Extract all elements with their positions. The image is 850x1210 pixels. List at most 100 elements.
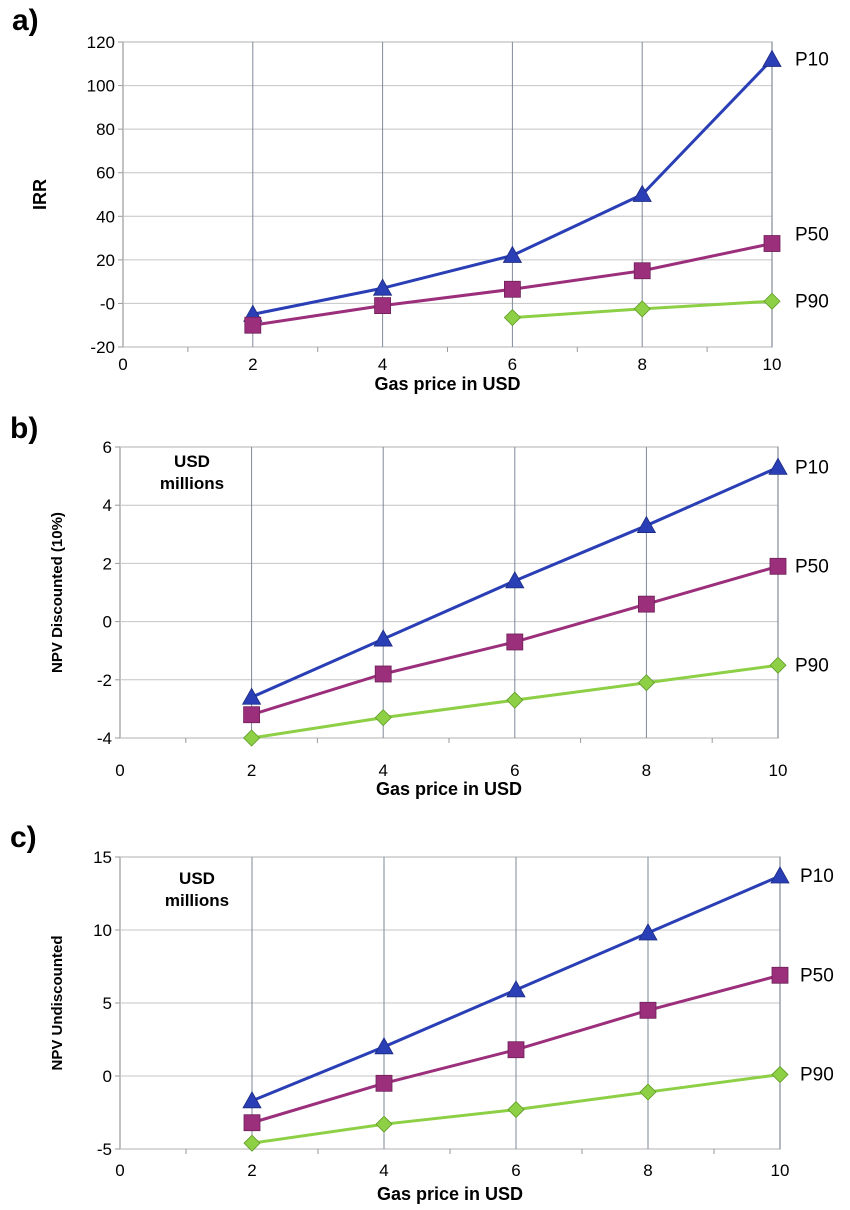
x-tick-label: 10 (771, 1161, 790, 1180)
data-point-p10 (241, 687, 262, 705)
chart-panel-1: a) -20 -0 20 40 60 80 100 120 0 2 4 6 8 10 Gas price in… (12, 4, 829, 394)
data-point-p10 (502, 245, 523, 263)
x-tick-label: 0 (118, 355, 127, 374)
data-point-p10 (505, 571, 525, 589)
panel-label: a) (12, 4, 39, 37)
series-label-p90: P90 (795, 291, 829, 312)
data-point-p10 (372, 278, 393, 296)
y-tick-label: 4 (103, 496, 112, 515)
data-point-p50 (503, 280, 521, 298)
y-tick-label: 40 (96, 207, 115, 226)
series-label-p90: P90 (795, 655, 829, 676)
x-axis-title: Gas price in USD (376, 779, 522, 799)
x-tick-label: 0 (115, 761, 124, 780)
data-point-p90 (507, 1101, 525, 1119)
data-point-p50 (244, 316, 262, 334)
x-tick-label: 10 (763, 355, 782, 374)
series-label-p50: P50 (795, 225, 829, 246)
x-tick-label: 2 (247, 1161, 256, 1180)
x-tick-label: 8 (643, 1161, 652, 1180)
data-point-p10 (373, 629, 393, 647)
data-point-p50 (763, 235, 781, 252)
x-tick-label: 6 (511, 1161, 520, 1180)
y-tick-label: 15 (93, 848, 112, 867)
data-point-p50 (243, 1114, 261, 1132)
data-point-p90 (769, 656, 787, 674)
x-tick-label: 4 (379, 1161, 388, 1180)
y-tick-label: 0 (103, 1067, 112, 1086)
y-tick-label: 10 (93, 921, 112, 940)
plot-frame (122, 41, 773, 348)
data-point-p50 (506, 633, 524, 651)
y-tick-label: -0 (100, 294, 115, 313)
x-tick-label: 0 (115, 1161, 124, 1180)
series-label-p10: P10 (795, 49, 829, 70)
series-label-p50: P50 (795, 556, 829, 577)
y-tick-label: 0 (103, 613, 112, 632)
x-tick-label: 8 (637, 355, 646, 374)
y-tick-label: -4 (97, 729, 112, 748)
x-tick-label: 8 (642, 761, 651, 780)
y-tick-label: 2 (103, 554, 112, 573)
panel-label: c) (10, 821, 37, 854)
x-tick-label: 2 (247, 761, 256, 780)
data-point-p90 (639, 1083, 657, 1101)
data-point-p50 (375, 1074, 393, 1092)
data-point-p50 (507, 1041, 525, 1059)
series-label-p10: P10 (795, 457, 829, 478)
y-tick-label: 100 (87, 77, 115, 96)
x-axis-title: Gas price in USD (374, 374, 520, 394)
data-point-p90 (243, 729, 261, 747)
series-label-p50: P50 (800, 965, 834, 986)
data-point-p50 (243, 706, 261, 724)
data-point-p90 (375, 1115, 393, 1133)
data-point-p90 (633, 300, 651, 318)
x-tick-label: 2 (248, 355, 257, 374)
y-tick-label: 20 (96, 251, 115, 270)
data-point-p50 (769, 557, 787, 575)
x-tick-label: 4 (378, 761, 387, 780)
data-point-p90 (243, 1134, 261, 1152)
unit-note: USD (174, 452, 210, 471)
data-point-p90 (503, 309, 521, 327)
data-point-p50 (771, 966, 789, 984)
data-point-p90 (506, 691, 524, 709)
data-point-p10 (374, 1036, 394, 1055)
data-point-p10 (768, 457, 788, 475)
y-tick-label: 6 (103, 438, 112, 457)
data-point-p10 (762, 49, 782, 67)
y-tick-label: 80 (96, 120, 115, 139)
data-point-p50 (374, 665, 392, 683)
data-point-p10 (242, 1091, 262, 1109)
x-tick-label: 6 (510, 761, 519, 780)
data-point-p50 (638, 595, 655, 613)
y-tick-label: 5 (103, 994, 112, 1013)
y-axis-title: NPV Undiscounted (49, 935, 66, 1070)
y-tick-label: 60 (96, 164, 115, 183)
data-point-p10 (506, 980, 526, 998)
y-tick-label: -5 (97, 1140, 112, 1159)
data-point-p50 (374, 297, 392, 315)
data-point-p90 (374, 709, 392, 727)
data-point-p90 (771, 1065, 789, 1084)
data-point-p50 (639, 1001, 657, 1019)
y-tick-label: -20 (90, 338, 115, 357)
panel-label: b) (10, 412, 38, 445)
series-label-p10: P10 (800, 866, 834, 887)
data-point-p50 (633, 262, 651, 280)
unit-note: USD (179, 869, 215, 888)
y-tick-label: -2 (97, 671, 112, 690)
unit-note: millions (165, 891, 229, 910)
data-point-p10 (638, 923, 658, 941)
x-axis-title: Gas price in USD (377, 1184, 523, 1204)
y-axis-title: NPV Discounted (10%) (49, 512, 66, 673)
data-point-p10 (770, 866, 790, 884)
data-point-p10 (632, 184, 652, 202)
data-point-p90 (763, 292, 781, 310)
x-tick-label: 6 (508, 355, 517, 374)
series-label-p90: P90 (800, 1065, 834, 1086)
data-point-p10 (636, 515, 657, 533)
x-tick-label: 10 (769, 761, 788, 780)
